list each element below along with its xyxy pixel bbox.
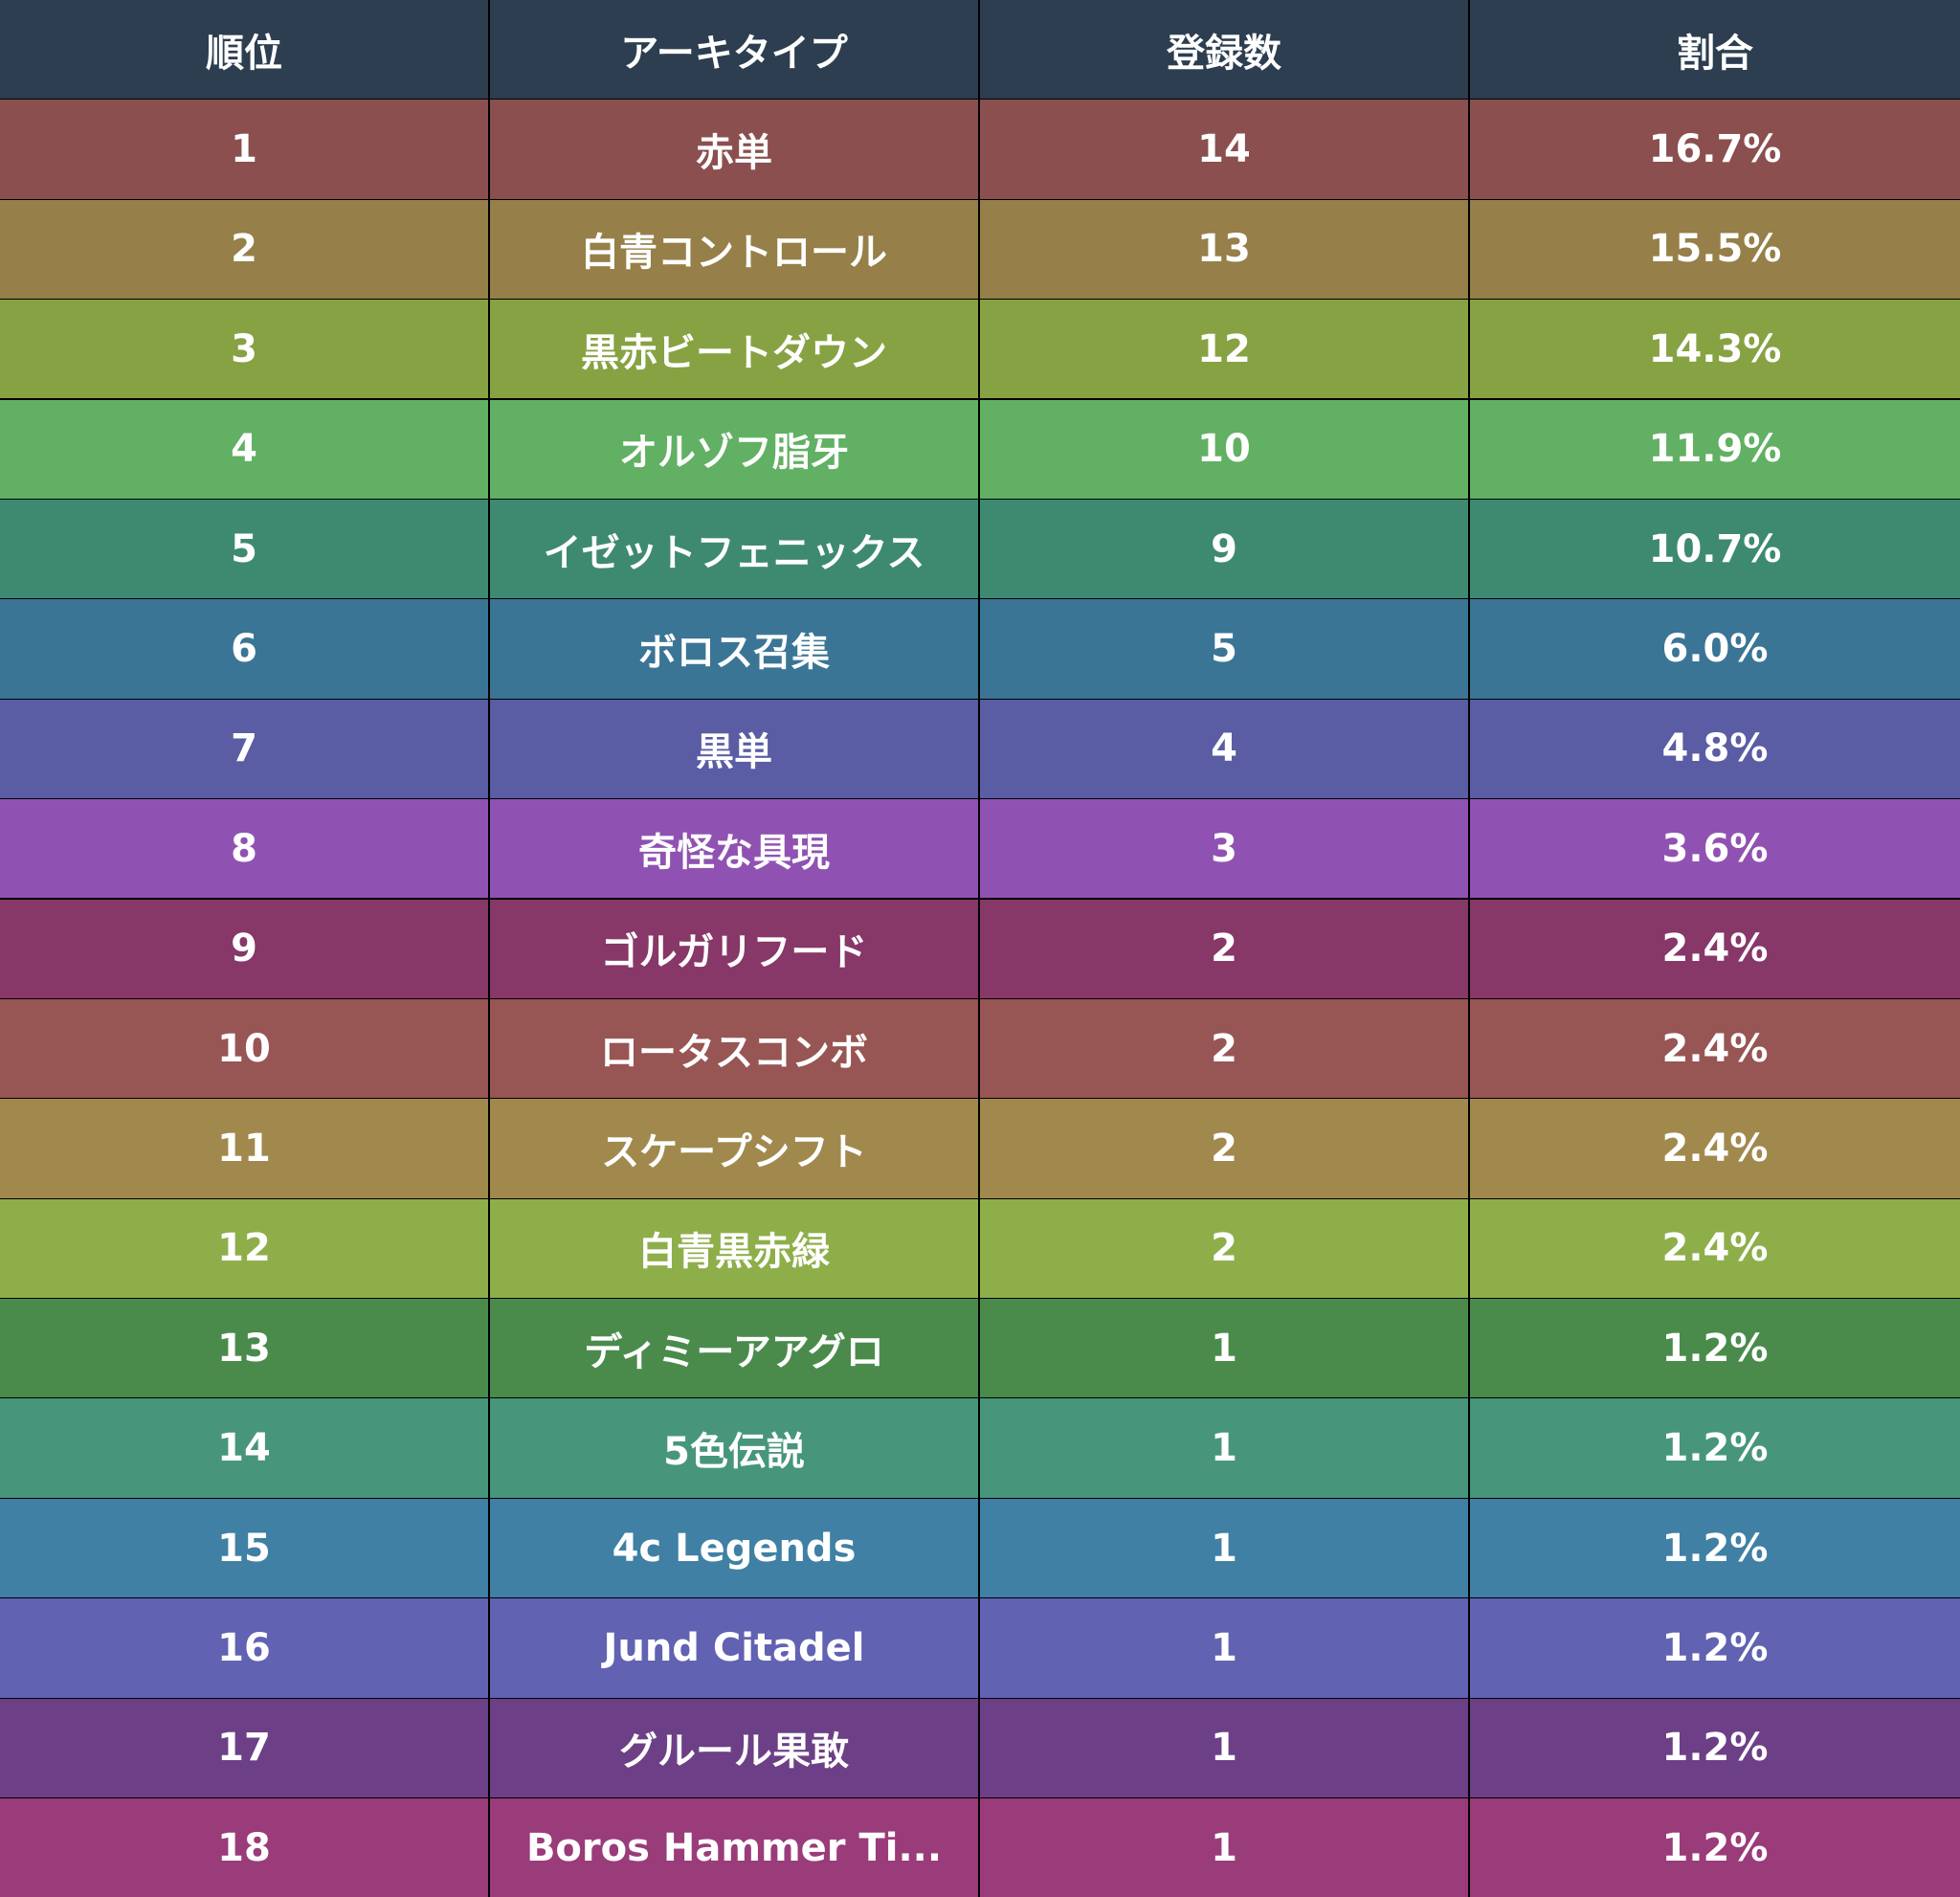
cell-share: 2.4% — [1470, 899, 1960, 998]
cell-share: 2.4% — [1470, 1198, 1960, 1298]
cell-rank: 9 — [0, 899, 488, 998]
header-share: 割合 — [1470, 0, 1960, 100]
cell-archetype: 白青黒赤緑 — [490, 1198, 978, 1298]
cell-rank: 1 — [0, 100, 488, 199]
cell-count: 1 — [980, 1498, 1468, 1598]
cell-count: 1 — [980, 1398, 1468, 1498]
cell-share: 6.0% — [1470, 599, 1960, 699]
cell-rank: 8 — [0, 799, 488, 899]
cell-rank: 2 — [0, 199, 488, 300]
cell-archetype: 赤単 — [490, 100, 978, 199]
cell-rank: 4 — [0, 399, 488, 499]
cell-count: 1 — [980, 1798, 1468, 1897]
cell-count: 5 — [980, 599, 1468, 699]
cell-share: 16.7% — [1470, 100, 1960, 199]
cell-count: 2 — [980, 1198, 1468, 1298]
cell-archetype: 白青コントロール — [490, 199, 978, 300]
cell-archetype: ディミーアアグロ — [490, 1299, 978, 1398]
cell-rank: 16 — [0, 1598, 488, 1698]
cell-rank: 10 — [0, 998, 488, 1099]
cell-archetype: 4c Legends — [490, 1498, 978, 1598]
cell-count: 1 — [980, 1698, 1468, 1797]
cell-count: 13 — [980, 199, 1468, 300]
cell-count: 3 — [980, 799, 1468, 899]
cell-rank: 15 — [0, 1498, 488, 1598]
cell-archetype: Jund Citadel — [490, 1598, 978, 1698]
cell-count: 4 — [980, 699, 1468, 799]
cell-share: 1.2% — [1470, 1598, 1960, 1698]
cell-share: 1.2% — [1470, 1398, 1960, 1498]
cell-count: 10 — [980, 399, 1468, 499]
cell-share: 14.3% — [1470, 300, 1960, 399]
cell-rank: 13 — [0, 1299, 488, 1398]
cell-share: 2.4% — [1470, 998, 1960, 1099]
cell-count: 2 — [980, 998, 1468, 1099]
cell-archetype: イゼットフェニックス — [490, 499, 978, 599]
cell-archetype: 黒赤ビートダウン — [490, 300, 978, 399]
cell-share: 4.8% — [1470, 699, 1960, 799]
cell-share: 1.2% — [1470, 1798, 1960, 1897]
cell-rank: 17 — [0, 1698, 488, 1797]
cell-archetype: 5色伝説 — [490, 1398, 978, 1498]
cell-archetype: ロータスコンボ — [490, 998, 978, 1099]
cell-rank: 12 — [0, 1198, 488, 1298]
cell-share: 10.7% — [1470, 499, 1960, 599]
cell-rank: 11 — [0, 1099, 488, 1198]
header-count: 登録数 — [980, 0, 1468, 100]
cell-share: 3.6% — [1470, 799, 1960, 899]
cell-archetype: 奇怪な具現 — [490, 799, 978, 899]
cell-archetype: グルール果敢 — [490, 1698, 978, 1797]
cell-rank: 5 — [0, 499, 488, 599]
cell-rank: 6 — [0, 599, 488, 699]
cell-archetype: ゴルガリフード — [490, 899, 978, 998]
cell-share: 2.4% — [1470, 1099, 1960, 1198]
cell-count: 14 — [980, 100, 1468, 199]
cell-archetype: オルゾフ脂牙 — [490, 399, 978, 499]
cell-count: 12 — [980, 300, 1468, 399]
cell-rank: 18 — [0, 1798, 488, 1897]
header-rank: 順位 — [0, 0, 488, 100]
cell-archetype: 黒単 — [490, 699, 978, 799]
cell-count: 1 — [980, 1598, 1468, 1698]
cell-share: 11.9% — [1470, 399, 1960, 499]
cell-rank: 7 — [0, 699, 488, 799]
cell-archetype: ボロス召集 — [490, 599, 978, 699]
cell-share: 1.2% — [1470, 1498, 1960, 1598]
cell-archetype: Boros Hammer Ti... — [490, 1798, 978, 1897]
cell-count: 2 — [980, 899, 1468, 998]
cell-count: 1 — [980, 1299, 1468, 1398]
cell-share: 1.2% — [1470, 1698, 1960, 1797]
cell-count: 9 — [980, 499, 1468, 599]
header-archetype: アーキタイプ — [490, 0, 978, 100]
cell-rank: 3 — [0, 300, 488, 399]
cell-archetype: スケープシフト — [490, 1099, 978, 1198]
cell-share: 1.2% — [1470, 1299, 1960, 1398]
cell-count: 2 — [980, 1099, 1468, 1198]
cell-share: 15.5% — [1470, 199, 1960, 300]
cell-rank: 14 — [0, 1398, 488, 1498]
